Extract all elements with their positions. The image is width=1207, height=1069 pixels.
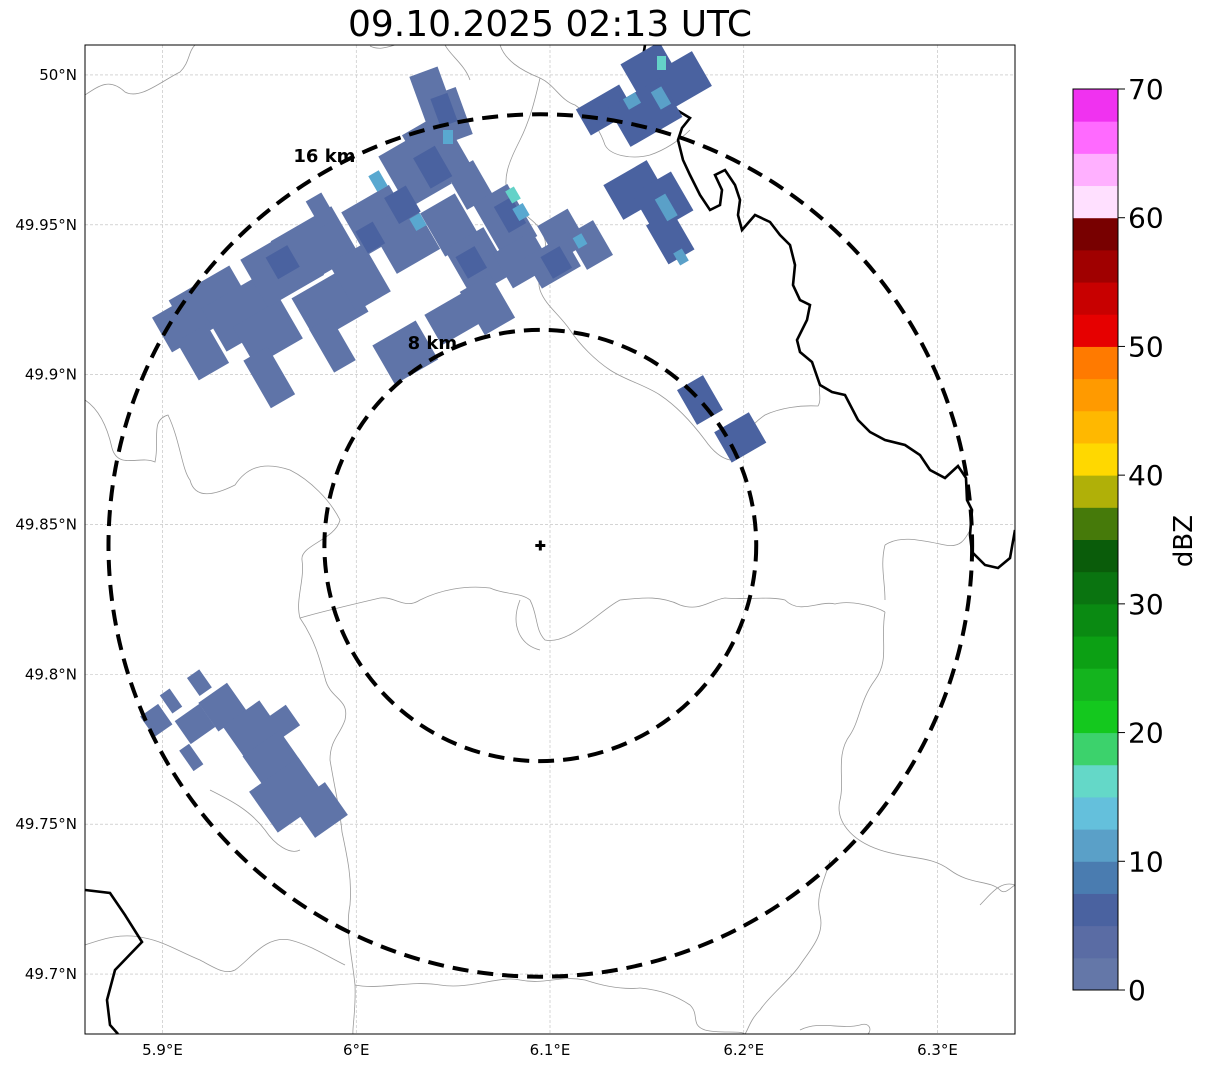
colorbar-tick-label: 40 [1128,459,1164,492]
y-tick-label: 50°N [39,66,77,84]
x-tick-label: 6.3°E [917,1041,958,1059]
map-frame [84,44,1016,1035]
colorbar-tick-label: 50 [1128,330,1164,363]
longitude-ticks: 5.9°E 6°E 6.1°E 6.2°E 6.3°E [142,1041,958,1059]
colorbar-segment [1073,732,1118,766]
colorbar-segment [1073,796,1118,830]
colorbar-segment [1073,539,1118,573]
colorbar-segment [1073,475,1118,508]
y-tick-label: 49.8°N [25,665,77,683]
colorbar-tick-label: 0 [1128,974,1146,1007]
range-ring-labels: 8 km 16 km [293,146,457,354]
colorbar-tick-label: 70 [1128,73,1164,106]
x-tick-label: 5.9°E [142,1041,183,1059]
range-rings [106,112,975,979]
echo-cluster-northwest [152,66,613,409]
x-tick-label: 6.2°E [723,1041,764,1059]
echo-cluster-northeast-light [622,86,689,266]
colorbar-label: dBZ [1169,515,1199,567]
map-title: 09.10.2025 02:13 UTC [347,4,753,45]
range-ring-16km [106,112,975,979]
colorbar-ticks: 0 10 20 30 40 50 60 70 [1118,73,1164,1007]
range-ring-8km [322,327,759,764]
range-ring-label: 8 km [408,333,458,354]
colorbar-segment [1073,410,1118,444]
range-ring-label: 16 km [293,146,355,167]
colorbar-segment [1073,861,1118,894]
echo-cluster-northwest-core [265,92,573,280]
colorbar-segment [1073,700,1118,734]
echo-cluster-northeast-peak [657,56,666,70]
colorbar-segment [1073,121,1118,154]
colorbar [1072,88,1119,991]
colorbar-tick-label: 10 [1128,845,1164,878]
colorbar-segment [1073,571,1118,605]
colorbar-segment [1073,314,1118,347]
colorbar-segment [1073,153,1118,187]
y-tick-label: 49.95°N [15,216,77,234]
colorbar-segment [1073,89,1118,122]
y-tick-label: 49.85°N [15,516,77,534]
y-tick-label: 49.9°N [25,366,77,384]
echo-cluster-northwest-light [368,130,588,249]
colorbar-tick-label: 30 [1128,588,1164,621]
colorbar-segment [1073,925,1118,959]
colorbar-segment [1073,217,1118,251]
colorbar-segment [1073,603,1118,637]
colorbar-segment [1073,442,1118,476]
y-tick-label: 49.7°N [25,965,77,983]
colorbar-segment [1073,957,1118,991]
colorbar-segment [1073,636,1118,669]
colorbar-segment [1073,185,1118,219]
echo-cluster-southwest [140,669,348,838]
colorbar-segment [1073,282,1118,315]
colorbar-frame [1072,88,1119,991]
latitude-ticks: 50°N 49.95°N 49.9°N 49.85°N 49.8°N 49.75°N 49.… [15,66,77,983]
colorbar-tick-label: 20 [1128,717,1164,750]
colorbar-segment [1073,668,1118,701]
colorbar-segment [1073,829,1118,862]
x-tick-label: 6°E [343,1041,370,1059]
colorbar-segment [1073,893,1118,927]
radar-site-marker [535,540,546,551]
colorbar-segment [1073,249,1118,283]
colorbar-segment [1073,378,1118,412]
y-tick-label: 49.75°N [15,815,77,833]
radar-echoes [140,45,767,838]
colorbar-tick-label: 60 [1128,202,1164,235]
colorbar-segment [1073,346,1118,380]
echo-cluster-northwest-peak [505,186,521,204]
colorbar-segment [1073,507,1118,540]
x-tick-label: 6.1°E [530,1041,571,1059]
graticule [85,45,1015,1034]
colorbar-segment [1073,764,1118,798]
